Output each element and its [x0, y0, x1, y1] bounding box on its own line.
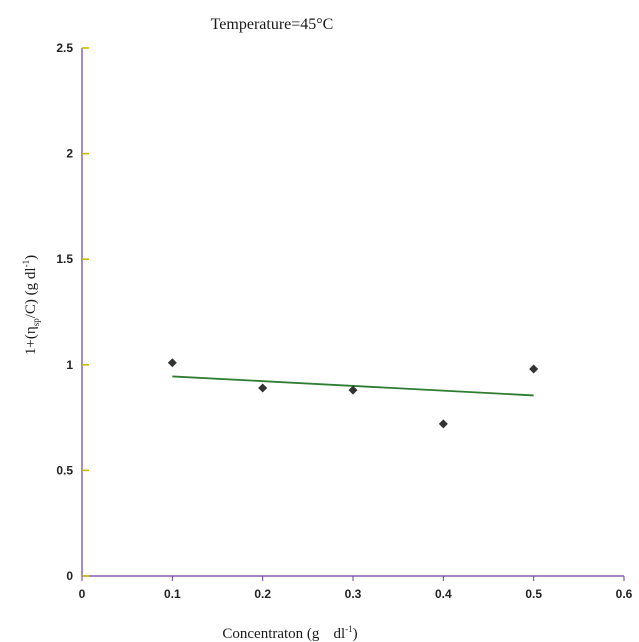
x-axis-label-unit: dl — [333, 626, 345, 642]
x-ticks: 0 0.1 0.2 0.3 0.4 0.5 0.6 — [79, 576, 633, 601]
y-axis-label-exp: -1 — [21, 260, 31, 268]
x-axis-label-exp: -1 — [345, 624, 353, 634]
x-tick-label: 0.3 — [345, 587, 362, 601]
y-axis-label: 1+(ηsp/C) (g dl-1) — [21, 255, 41, 355]
y-tick-label: 2 — [66, 147, 73, 161]
chart-title: Temperature=45°C — [211, 16, 334, 33]
x-axis-label-main: Concentraton (g — [222, 626, 320, 642]
data-point — [438, 419, 448, 429]
x-axis-label-close: ) — [353, 626, 358, 642]
data-point — [529, 364, 539, 374]
y-axis-label-prefix: 1+(η — [23, 326, 39, 355]
x-tick-label: 0.6 — [616, 587, 633, 601]
x-tick-label: 0.1 — [164, 587, 181, 601]
data-point — [348, 385, 358, 395]
x-tick-label: 0.2 — [254, 587, 271, 601]
y-axis-label-close: ) — [23, 255, 39, 260]
y-tick-label: 0.5 — [56, 463, 73, 477]
y-axis-label-middle: /C) (g dl — [23, 267, 39, 318]
data-point — [167, 358, 177, 368]
y-tick-label: 1 — [66, 358, 73, 372]
y-axis-label-sub: sp — [31, 318, 41, 327]
data-points — [167, 358, 539, 429]
axes — [81, 48, 624, 577]
x-tick-label: 0.4 — [435, 587, 452, 601]
y-tick-label: 0 — [66, 569, 73, 583]
x-axis-label: Concentraton (g dl-1) — [222, 624, 357, 642]
y-ticks: 0 0.5 1 1.5 2 2.5 — [56, 41, 89, 583]
data-point — [258, 383, 268, 393]
x-tick-label: 0 — [79, 587, 86, 601]
y-tick-label: 2.5 — [56, 41, 73, 55]
y-tick-label: 1.5 — [56, 252, 73, 266]
x-tick-label: 0.5 — [525, 587, 542, 601]
